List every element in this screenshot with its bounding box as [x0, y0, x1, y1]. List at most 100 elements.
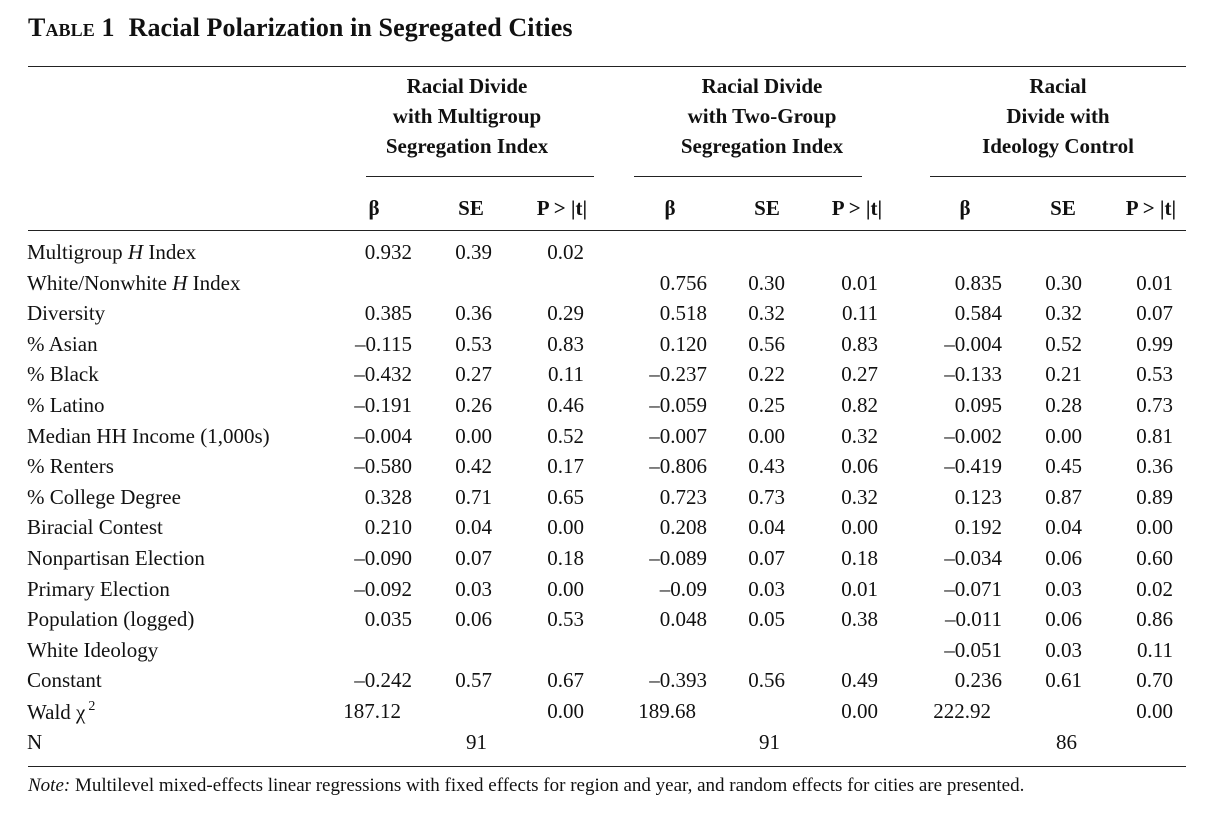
table-cell: 0.00: [748, 423, 785, 448]
table-cell: 0.208: [659, 515, 707, 540]
row-label: % Black: [27, 362, 99, 387]
table-cell: 0.035: [364, 607, 412, 632]
group-header-line: with Two-Group: [687, 104, 837, 128]
table-cell: 0.06: [1045, 607, 1082, 632]
table-cell: 0.21: [1045, 362, 1082, 387]
row-label: Primary Election: [27, 576, 170, 601]
table-cell: 0.49: [841, 668, 878, 693]
row-label-part: 2: [88, 699, 96, 714]
table-cell: 0.756: [659, 270, 707, 295]
table-cell: 0.57: [455, 668, 492, 693]
table-cell: 0.03: [1045, 637, 1082, 662]
group-rule-1: [366, 176, 594, 178]
table-cell: 189.68: [638, 699, 696, 723]
table-cell: –0.09: [659, 576, 707, 601]
table-cell: 0.30: [1045, 270, 1082, 295]
table-cell: 0.518: [659, 301, 707, 326]
table-cell: 0.18: [547, 546, 584, 570]
table-label: Table 1: [28, 13, 115, 42]
table-cell: 0.56: [748, 668, 785, 693]
table-row: % Black –0.432 0.27 0.11 –0.237 0.22 0.27 –0.13…: [0, 362, 1212, 392]
row-label: Multigroup H Index: [27, 240, 196, 265]
row-label: Constant: [27, 668, 102, 693]
table-cell: 0.32: [748, 301, 785, 326]
table-cell: 0.123: [954, 484, 1002, 509]
table-cell: 0.70: [1136, 668, 1173, 693]
row-label: Nonpartisan Election: [27, 546, 205, 570]
row-label-part: Wald χ: [27, 700, 86, 724]
table-cell: 0.87: [1045, 484, 1082, 509]
column-header: β: [664, 196, 676, 220]
table-cell: –0.580: [354, 454, 412, 479]
table-cell: 0.192: [954, 515, 1002, 540]
column-header: P > |t|: [831, 196, 883, 220]
table-cell: 0.00: [1136, 515, 1173, 540]
table-cell: 0.53: [547, 607, 584, 632]
table-cell: 0.02: [547, 240, 584, 264]
table-cell: 0.53: [455, 331, 492, 356]
table-cell: 0.46: [547, 393, 584, 417]
row-label: % College Degree: [27, 484, 181, 509]
column-header: β: [368, 196, 380, 220]
column-header: P > |t|: [536, 196, 588, 220]
table-cell: 0.06: [1045, 546, 1082, 570]
group-header-2: Racial Divide with Two-Group Segregation I…: [622, 71, 902, 161]
table-cell: 0.00: [841, 699, 878, 723]
group-header-line: with Multigroup: [392, 104, 542, 128]
table-cell: –0.051: [944, 637, 1002, 662]
row-label-part: Multigroup: [27, 240, 128, 264]
table-cell: –0.089: [649, 546, 707, 570]
row-label: White Ideology: [27, 637, 159, 662]
row-label-part: Index: [187, 270, 241, 295]
table-cell: 91: [759, 729, 780, 754]
row-label: Diversity: [27, 301, 106, 326]
group-header-line: Racial: [1029, 74, 1087, 98]
table-cell: 0.28: [1045, 393, 1082, 417]
table-cell: –0.090: [354, 546, 412, 570]
table-cell: 0.00: [1045, 423, 1082, 448]
table-cell: 0.04: [748, 515, 785, 540]
table-cell: –0.393: [649, 668, 707, 693]
header-rule: [28, 230, 1186, 232]
table-caption: Table 1 Racial Polarization in Segregated…: [28, 13, 573, 43]
row-label: White/Nonwhite H Index: [27, 271, 240, 296]
group-header-line: Divide with: [1006, 104, 1110, 128]
table-cell: 0.71: [455, 484, 492, 509]
row-label-part: H: [127, 240, 144, 264]
table-cell: –0.133: [944, 362, 1002, 387]
table-cell: 0.27: [841, 362, 878, 387]
table-cell: 0.29: [547, 301, 584, 326]
table-cell: –0.071: [944, 576, 1002, 601]
table-cell: 0.04: [455, 515, 492, 540]
note-text: Multilevel mixed-effects linear regressi…: [70, 775, 1025, 796]
table-row: Multigroup H Index 0.932 0.39 0.02: [0, 240, 1212, 270]
table-row: % Latino –0.191 0.26 0.46 –0.059 0.25 0.82 0.09…: [0, 393, 1212, 423]
row-label: Population (logged): [27, 607, 195, 632]
table-cell: 0.32: [1045, 301, 1082, 326]
table-row: Biracial Contest 0.210 0.04 0.00 0.208 0.04 0.…: [0, 515, 1212, 545]
table-cell: 0.00: [547, 576, 584, 601]
table-cell: 0.385: [364, 301, 412, 326]
table-cell: 0.00: [1136, 699, 1173, 723]
table-cell: –0.092: [354, 576, 412, 601]
table-cell: 0.52: [547, 423, 584, 448]
table-cell: –0.806: [649, 454, 707, 479]
group-header-line: Racial Divide: [701, 74, 823, 98]
row-label: Median HH Income (1,000s): [27, 423, 270, 448]
table-row: % Asian –0.115 0.53 0.83 0.120 0.56 0.83 –0.004…: [0, 332, 1212, 362]
table-cell: 0.53: [1136, 362, 1173, 387]
table-cell: –0.059: [649, 393, 707, 417]
row-label-part: H: [172, 270, 188, 295]
table-row: Constant –0.242 0.57 0.67 –0.393 0.56 0.49 0.23…: [0, 668, 1212, 698]
row-label: % Renters: [27, 454, 114, 479]
table-cell: 0.32: [841, 423, 878, 448]
column-header: SE: [754, 196, 780, 220]
table-cell: 0.11: [1137, 637, 1173, 662]
table-cell: 0.73: [1136, 393, 1173, 417]
table-cell: –0.237: [649, 362, 707, 387]
table-cell: 0.584: [954, 301, 1002, 326]
table-cell: 0.17: [547, 454, 584, 479]
table-cell: 0.56: [748, 331, 785, 356]
table-cell: –0.115: [355, 331, 412, 356]
table-cell: 0.83: [547, 331, 584, 356]
